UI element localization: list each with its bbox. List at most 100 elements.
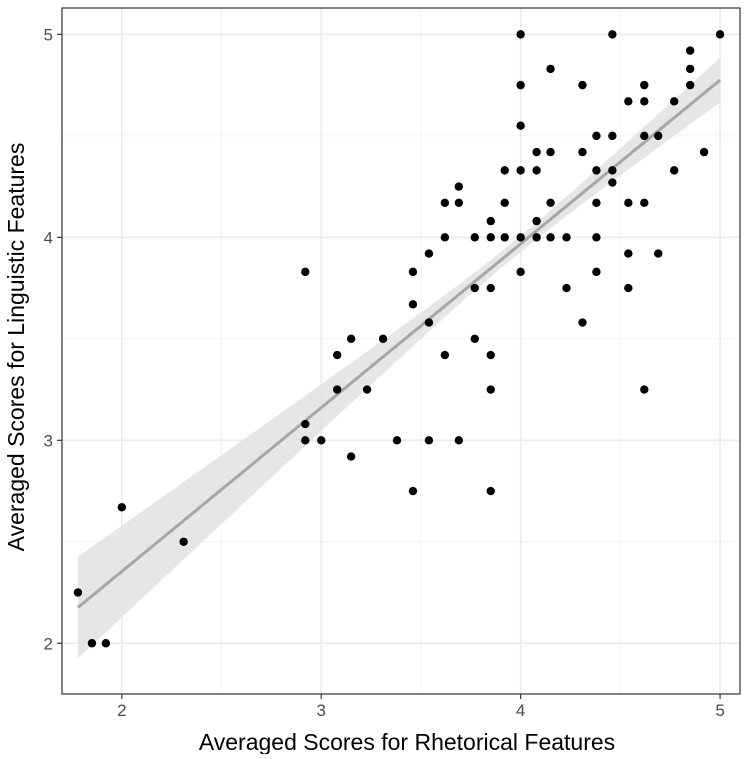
data-point: [440, 233, 450, 242]
data-point: [624, 283, 633, 293]
data-point: [332, 350, 342, 360]
data-point: [454, 436, 464, 445]
data-point: [640, 385, 649, 394]
confidence-band: [78, 57, 721, 659]
data-point: [532, 147, 541, 157]
data-point: [440, 350, 450, 360]
data-point: [516, 30, 525, 39]
data-point: [516, 121, 525, 130]
data-point: [500, 233, 509, 242]
data-point: [608, 166, 617, 175]
data-point: [486, 350, 495, 360]
data-point: [470, 283, 479, 293]
data-point: [101, 639, 111, 648]
data-point: [117, 503, 127, 512]
data-point: [87, 639, 97, 648]
data-point: [640, 97, 649, 106]
data-point: [424, 318, 434, 327]
data-point: [669, 97, 679, 106]
data-point: [532, 216, 541, 226]
data-point: [608, 178, 617, 187]
data-point: [546, 198, 555, 208]
y-tick-label: 3: [44, 431, 53, 450]
data-point: [486, 283, 495, 293]
data-point: [624, 198, 633, 208]
data-point: [532, 166, 541, 175]
data-point: [408, 486, 418, 496]
data-point: [500, 166, 509, 175]
data-point: [546, 233, 555, 242]
data-point: [424, 436, 434, 445]
data-point: [669, 166, 679, 175]
y-tick-label: 4: [44, 228, 53, 247]
data-point: [516, 166, 525, 175]
data-point: [608, 30, 617, 39]
data-point: [470, 233, 479, 242]
data-point: [500, 198, 509, 208]
data-point: [486, 486, 495, 496]
x-axis-ticks: 2 3 4 5: [117, 694, 725, 720]
data-point: [516, 267, 525, 277]
data-point: [685, 64, 695, 74]
data-point: [592, 198, 601, 208]
data-point: [301, 419, 310, 429]
data-point: [346, 334, 356, 344]
data-point: [685, 46, 695, 55]
data-point: [640, 80, 649, 90]
data-point: [362, 385, 372, 394]
scatter-points: [73, 30, 725, 648]
data-point: [486, 233, 495, 242]
data-point: [624, 97, 633, 106]
data-point: [392, 436, 402, 445]
panel-border: [61, 7, 741, 695]
data-point: [179, 537, 188, 546]
data-point: [486, 216, 495, 226]
data-point: [378, 334, 388, 344]
x-tick-label: 4: [516, 701, 525, 720]
data-point: [699, 147, 709, 157]
data-point: [486, 385, 495, 394]
data-point: [654, 131, 663, 141]
data-point: [624, 249, 633, 258]
x-axis-label: Averaged Scores for Rhetorical Features: [199, 729, 615, 754]
data-point: [578, 80, 587, 90]
data-point: [592, 131, 601, 141]
data-point: [578, 147, 587, 157]
data-point: [73, 588, 83, 597]
data-point: [301, 436, 310, 445]
x-tick-label: 5: [715, 701, 724, 720]
y-tick-label: 5: [44, 25, 53, 44]
data-point: [640, 198, 649, 208]
data-point: [546, 147, 555, 157]
data-point: [346, 452, 356, 461]
data-point: [578, 318, 587, 327]
data-point: [454, 198, 464, 208]
data-point: [562, 283, 571, 293]
data-point: [470, 334, 479, 344]
data-point: [301, 267, 310, 277]
data-point: [408, 267, 418, 277]
data-point: [516, 80, 525, 90]
data-point: [562, 233, 571, 242]
data-point: [608, 131, 617, 141]
data-point: [454, 182, 464, 191]
data-point: [685, 80, 695, 90]
confidence-band-area: [78, 57, 721, 659]
data-point: [592, 166, 601, 175]
y-axis-ticks: 2 3 4 5: [44, 25, 62, 653]
y-axis-label: Averaged Scores for Linguistic Features: [3, 143, 29, 552]
data-point: [640, 131, 649, 141]
data-point: [546, 64, 555, 74]
data-point: [715, 30, 725, 39]
data-point: [592, 267, 601, 277]
data-point: [516, 233, 525, 242]
x-tick-label: 2: [117, 701, 126, 720]
data-point: [424, 249, 434, 258]
data-point: [408, 300, 418, 309]
x-tick-label: 3: [317, 701, 326, 720]
data-point: [532, 233, 541, 242]
y-tick-label: 2: [44, 634, 53, 653]
data-point: [440, 198, 450, 208]
